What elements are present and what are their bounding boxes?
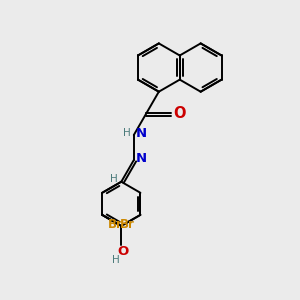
Text: N: N: [135, 152, 146, 165]
Text: O: O: [117, 245, 128, 258]
Text: N: N: [135, 127, 146, 140]
Text: H: H: [112, 255, 119, 266]
Text: H: H: [122, 128, 130, 138]
Text: O: O: [174, 106, 186, 121]
Text: Br: Br: [107, 218, 122, 231]
Text: H: H: [110, 174, 118, 184]
Text: Br: Br: [120, 218, 135, 231]
